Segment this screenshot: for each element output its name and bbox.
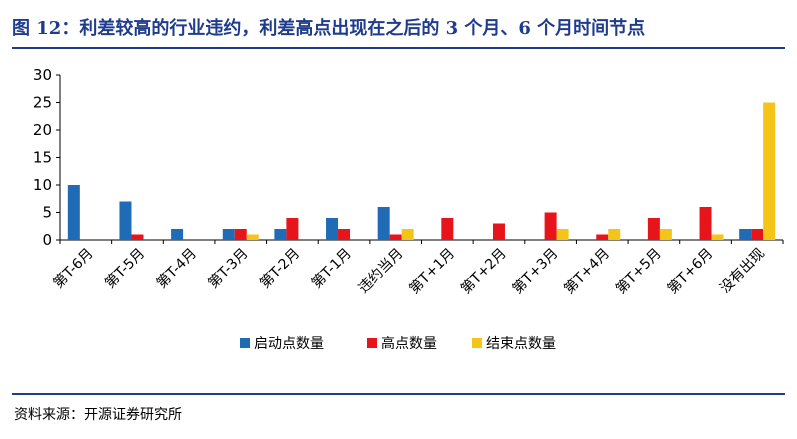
bar-高点数量 [647, 218, 660, 240]
bar-启动点数量 [274, 229, 287, 240]
bar-结束点数量 [401, 229, 414, 240]
bar-高点数量 [286, 218, 299, 240]
bar-结束点数量 [608, 229, 621, 240]
x-category-label: 第T+6月 [664, 245, 716, 297]
x-category-label: 第T+3月 [509, 245, 561, 297]
bar-高点数量 [234, 229, 247, 240]
y-tick-label: 5 [42, 204, 52, 222]
x-category-label: 第T-6月 [50, 245, 97, 292]
bar-结束点数量 [246, 234, 259, 240]
bar-高点数量 [751, 229, 764, 240]
bar-高点数量 [131, 234, 144, 240]
bar-结束点数量 [711, 234, 724, 240]
bar-高点数量 [544, 212, 557, 240]
bar-启动点数量 [67, 185, 80, 240]
bar-高点数量 [596, 234, 609, 240]
bar-启动点数量 [222, 229, 235, 240]
bar-结束点数量 [763, 102, 776, 240]
x-category-label: 第T-1月 [308, 245, 355, 292]
bar-高点数量 [699, 207, 712, 240]
x-category-label: 第T+2月 [457, 245, 509, 297]
x-category-label: 违约当月 [356, 246, 407, 297]
x-category-label: 第T+5月 [612, 245, 664, 297]
legend-swatch [367, 338, 377, 348]
legend-swatch [240, 338, 250, 348]
y-tick-label: 25 [33, 94, 52, 112]
legend-label: 启动点数量 [254, 336, 324, 352]
bar-结束点数量 [556, 229, 569, 240]
x-category-label: 第T+1月 [406, 245, 458, 297]
bar-高点数量 [389, 234, 402, 240]
bar-结束点数量 [659, 229, 672, 240]
footer-divider [12, 393, 785, 395]
bar-启动点数量 [119, 201, 132, 240]
source-note: 资料来源：开源证券研究所 [14, 407, 182, 423]
x-category-label: 第T-2月 [256, 245, 303, 292]
x-category-label: 第T+4月 [561, 245, 613, 297]
bar-chart: 0 5 10 15 20 25 30 第T-6月 第T-5月 第T-4月 第T-3月 第T-2月 第T-… [33, 66, 784, 352]
legend-label: 结束点数量 [486, 336, 556, 352]
x-category-label: 没有出现 [717, 246, 768, 297]
bar-启动点数量 [171, 229, 184, 240]
y-tick-label: 0 [42, 231, 52, 249]
bar-启动点数量 [377, 207, 390, 240]
legend-swatch [472, 338, 482, 348]
bar-高点数量 [492, 223, 505, 240]
title-divider [12, 47, 785, 49]
y-tick-label: 10 [33, 176, 52, 194]
y-tick-label: 30 [33, 66, 52, 84]
figure-title: 图 12：利差较高的行业违约，利差高点出现在之后的 3 个月、6 个月时间节点 [12, 18, 646, 39]
bar-高点数量 [441, 218, 454, 240]
bar-启动点数量 [739, 229, 752, 240]
bar-启动点数量 [326, 218, 339, 240]
y-tick-label: 20 [33, 121, 52, 139]
x-category-label: 第T-4月 [153, 245, 200, 292]
y-tick-label: 15 [33, 149, 52, 167]
x-category-label: 第T-5月 [101, 245, 148, 292]
bar-高点数量 [338, 229, 351, 240]
x-category-label: 第T-3月 [205, 245, 252, 292]
legend-label: 高点数量 [381, 335, 437, 352]
